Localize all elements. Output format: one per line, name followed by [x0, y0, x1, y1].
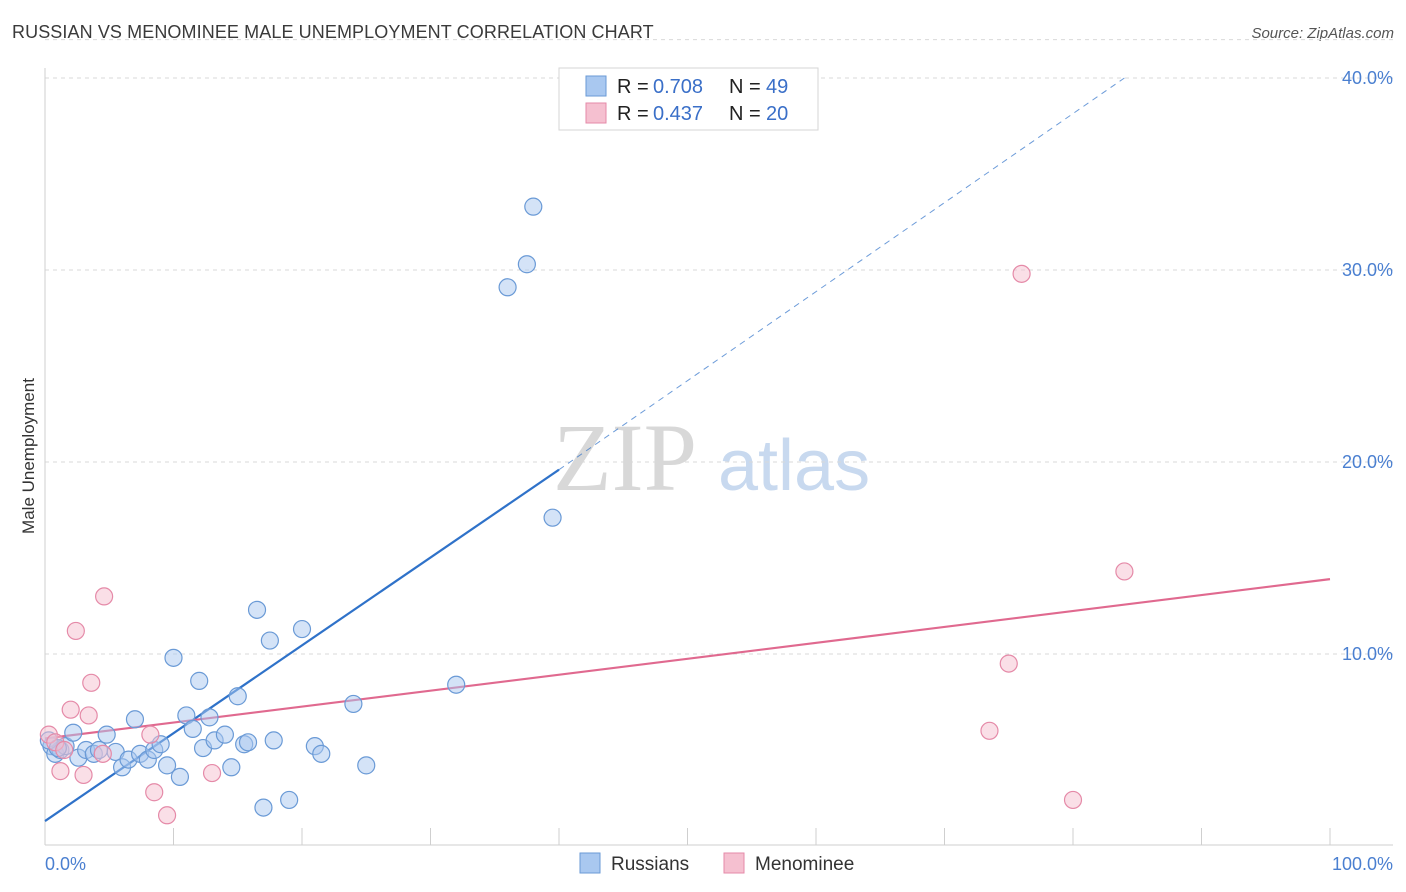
point-russians: [190, 671, 209, 690]
legend-r-value-menominee: 0.437: [653, 103, 703, 125]
point-russians: [164, 648, 183, 667]
point-menominee: [202, 763, 222, 783]
point-menominee: [95, 587, 114, 606]
bottom-legend-label-russians: Russians: [611, 854, 689, 875]
point-russians: [125, 710, 145, 729]
axes: [44, 68, 1393, 846]
point-russians: [260, 631, 279, 650]
x-tick-label: 100.0%: [1332, 854, 1393, 874]
trendline-russians-extrapolated: [558, 77, 1125, 471]
point-russians: [170, 767, 190, 786]
bottom-legend-swatch-russians: [579, 852, 601, 874]
point-russians: [97, 725, 116, 744]
watermark-zip: ZIP: [553, 404, 697, 511]
legend-swatch-russians: [585, 75, 607, 97]
point-russians: [222, 758, 241, 777]
point-russians: [524, 197, 543, 216]
point-menominee: [1115, 562, 1134, 581]
point-russians: [357, 756, 376, 775]
point-russians: [183, 719, 202, 738]
y-tick-label: 20.0%: [1342, 452, 1393, 472]
point-russians: [447, 675, 466, 694]
x-tick-labels: 0.0% 100.0%: [45, 854, 1393, 874]
point-menominee: [1012, 264, 1031, 283]
y-axis-label: Male Unemployment: [19, 378, 38, 534]
point-russians: [517, 255, 536, 274]
legend-swatch-menominee: [585, 102, 607, 124]
legend-r-label-russians: R =: [617, 76, 649, 98]
point-russians: [247, 600, 267, 619]
x-tick-label: 0.0%: [45, 854, 86, 874]
point-russians: [157, 756, 177, 775]
point-russians: [200, 708, 219, 727]
point-menominee: [61, 700, 80, 719]
trendline-menominee: [44, 578, 1331, 740]
point-menominee: [82, 673, 101, 692]
point-menominee: [51, 762, 70, 781]
point-russians: [292, 619, 312, 639]
bottom-legend-swatch-menominee: [723, 852, 745, 874]
watermark-atlas: atlas: [718, 426, 870, 506]
legend-r-value-russians: 0.708: [653, 76, 703, 98]
point-russians: [280, 790, 299, 810]
x-tick-marks: [173, 828, 1331, 845]
y-tick-labels: 10.0% 20.0% 30.0% 40.0%: [1342, 68, 1393, 664]
grid: [45, 39, 1393, 655]
point-menominee: [79, 706, 98, 725]
legend-n-label-russians: N =: [729, 76, 761, 98]
point-russians: [254, 798, 273, 817]
point-menominee: [55, 740, 74, 760]
point-russians: [498, 278, 517, 297]
legend-n-value-menominee: 20: [766, 103, 788, 125]
point-menominee: [157, 806, 177, 825]
legend: R = 0.708 N = 49 R = 0.437 N = 20: [558, 67, 819, 131]
point-menominee: [74, 765, 93, 785]
point-russians: [228, 687, 247, 706]
point-russians: [543, 508, 562, 527]
point-menominee: [999, 654, 1018, 673]
legend-r-label-menominee: R =: [617, 103, 649, 125]
point-russians: [264, 731, 283, 750]
bottom-legend-label-menominee: Menominee: [755, 854, 854, 875]
point-menominee: [93, 744, 112, 763]
point-menominee: [980, 721, 999, 740]
legend-n-value-russians: 49: [766, 76, 788, 98]
data-points: [39, 197, 1134, 825]
chart-title: RUSSIAN VS MENOMINEE MALE UNEMPLOYMENT C…: [12, 22, 654, 42]
legend-n-label-menominee: N =: [729, 103, 761, 125]
point-menominee: [145, 783, 164, 802]
point-menominee: [66, 621, 85, 641]
point-menominee: [1063, 790, 1083, 810]
bottom-legend: Russians Menominee: [579, 852, 854, 875]
y-tick-label: 10.0%: [1342, 644, 1393, 664]
point-menominee: [141, 725, 160, 744]
y-tick-label: 30.0%: [1342, 260, 1393, 280]
source-label: Source: ZipAtlas.com: [1251, 25, 1394, 42]
point-russians: [312, 744, 331, 763]
point-russians: [215, 725, 234, 744]
y-tick-label: 40.0%: [1342, 68, 1393, 88]
point-russians: [64, 723, 83, 742]
point-russians: [344, 694, 363, 714]
point-russians: [238, 733, 258, 752]
